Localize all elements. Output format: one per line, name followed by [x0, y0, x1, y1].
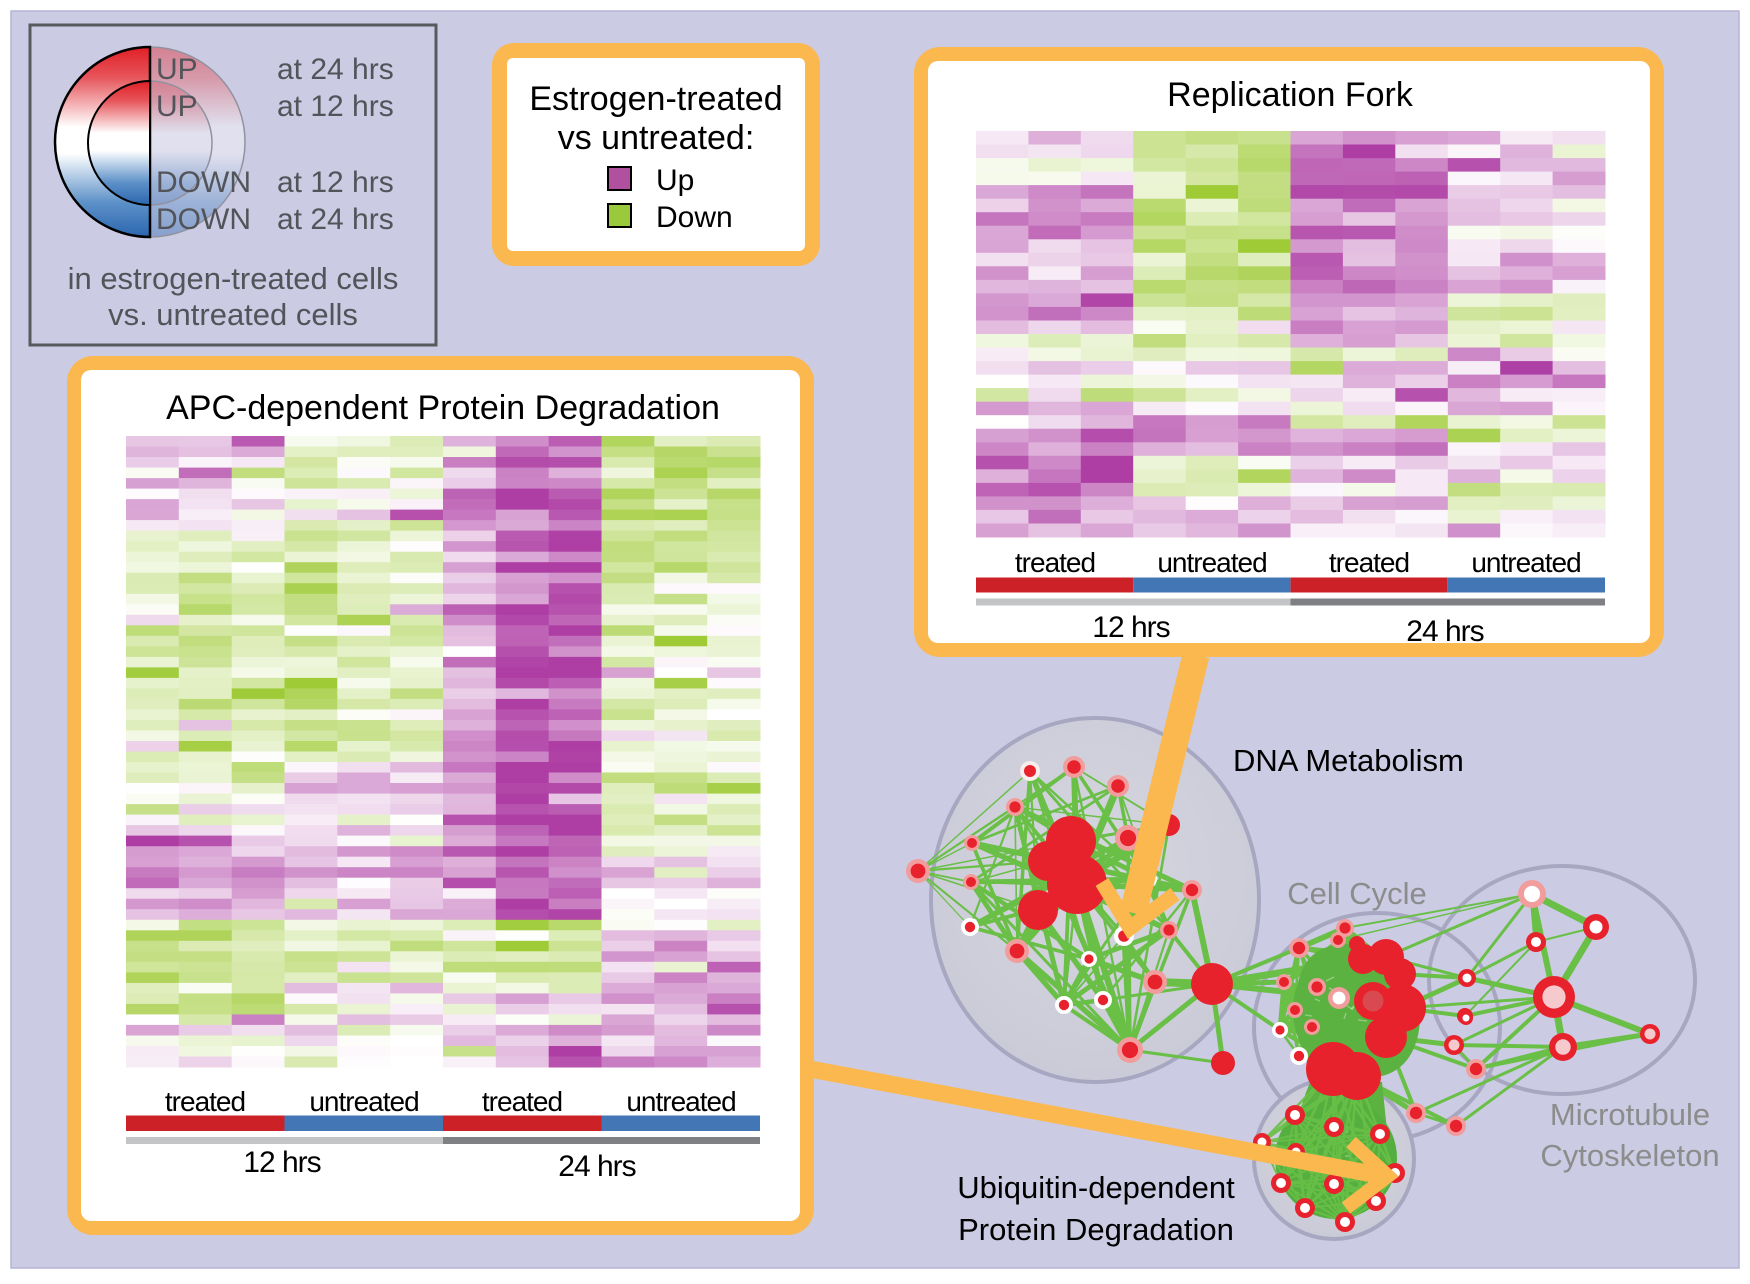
- svg-text:Replication Fork: Replication Fork: [1167, 76, 1414, 114]
- svg-text:vs untreated:: vs untreated:: [558, 119, 755, 157]
- svg-text:at 24 hrs: at 24 hrs: [277, 203, 394, 236]
- svg-text:untreated: untreated: [1471, 547, 1580, 578]
- svg-text:treated: treated: [482, 1086, 562, 1117]
- svg-text:UP: UP: [156, 90, 198, 123]
- svg-text:Up: Up: [656, 164, 694, 197]
- svg-text:at 24 hrs: at 24 hrs: [277, 53, 394, 86]
- svg-text:APC-dependent Protein Degradat: APC-dependent Protein Degradation: [166, 389, 720, 427]
- svg-text:in estrogen-treated cells: in estrogen-treated cells: [68, 261, 399, 296]
- svg-text:Cytoskeleton: Cytoskeleton: [1540, 1138, 1719, 1173]
- svg-text:treated: treated: [1329, 547, 1409, 578]
- svg-text:12 hrs: 12 hrs: [243, 1146, 320, 1179]
- svg-text:treated: treated: [1015, 547, 1095, 578]
- svg-text:Down: Down: [656, 201, 733, 234]
- svg-text:treated: treated: [165, 1086, 245, 1117]
- svg-text:untreated: untreated: [1157, 547, 1266, 578]
- svg-text:untreated: untreated: [626, 1086, 735, 1117]
- svg-text:12 hrs: 12 hrs: [1092, 611, 1169, 644]
- svg-text:Ubiquitin-dependent: Ubiquitin-dependent: [957, 1170, 1235, 1205]
- svg-text:Protein Degradation: Protein Degradation: [958, 1212, 1234, 1247]
- svg-text:24 hrs: 24 hrs: [1406, 615, 1483, 648]
- svg-text:Cell Cycle: Cell Cycle: [1287, 876, 1427, 911]
- svg-text:vs. untreated cells: vs. untreated cells: [108, 297, 358, 332]
- svg-text:untreated: untreated: [309, 1086, 418, 1117]
- svg-text:at 12 hrs: at 12 hrs: [277, 166, 394, 199]
- svg-text:24 hrs: 24 hrs: [558, 1150, 635, 1183]
- svg-text:at 12 hrs: at 12 hrs: [277, 90, 394, 123]
- svg-text:Estrogen-treated: Estrogen-treated: [529, 80, 782, 118]
- svg-text:DOWN: DOWN: [156, 166, 251, 199]
- svg-text:Microtubule: Microtubule: [1550, 1097, 1710, 1132]
- svg-text:DOWN: DOWN: [156, 203, 251, 236]
- svg-text:UP: UP: [156, 53, 198, 86]
- svg-text:DNA Metabolism: DNA Metabolism: [1233, 743, 1464, 778]
